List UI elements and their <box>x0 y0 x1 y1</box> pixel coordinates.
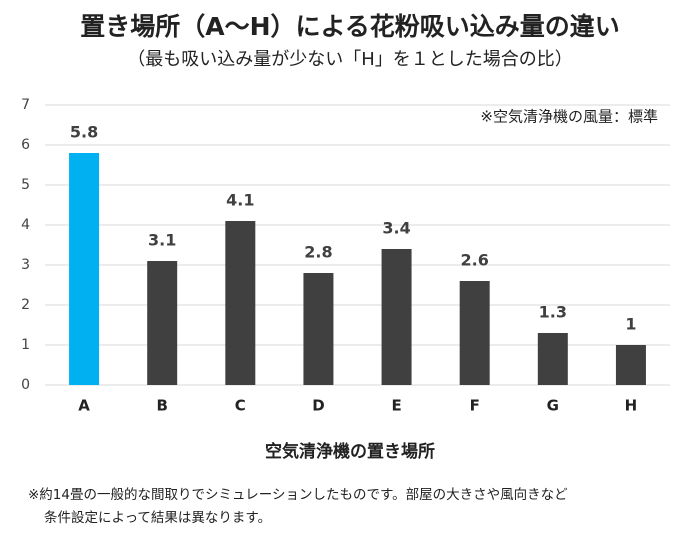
data-label: 3.1 <box>148 231 176 250</box>
y-tick-label: 3 <box>21 257 30 273</box>
y-tick-label: 7 <box>21 97 30 113</box>
data-label: 2.8 <box>304 243 332 262</box>
y-tick-label: 2 <box>21 297 30 313</box>
y-tick-label: 1 <box>21 337 30 353</box>
y-tick-label: 0 <box>21 377 30 393</box>
bar <box>147 261 178 385</box>
data-label: 3.4 <box>382 219 410 238</box>
data-label: 1.3 <box>539 303 567 322</box>
x-tick-label: E <box>391 397 401 415</box>
footnote: 条件設定によって結果は異なります。 <box>44 509 271 526</box>
x-axis-label: 空気清浄機の置き場所 <box>265 441 435 462</box>
x-tick-label: D <box>312 397 324 415</box>
y-tick-label: 4 <box>21 217 30 233</box>
bar <box>303 273 334 385</box>
x-tick-label: C <box>235 397 246 415</box>
footnote: ※約14畳の一般的な間取りでシミュレーションしたものです。部屋の大きさや風向きな… <box>28 487 568 503</box>
annotation: ※空気清浄機の風量：標準 <box>480 108 658 126</box>
bar <box>381 249 412 385</box>
data-label: 2.6 <box>461 251 489 270</box>
bar <box>615 345 646 385</box>
x-tick-label: H <box>625 397 638 415</box>
bar <box>537 333 568 385</box>
bar <box>459 281 490 385</box>
y-tick-label: 6 <box>21 137 30 153</box>
chart-title: 置き場所（A〜H）による花粉吸い込み量の違い <box>80 12 620 41</box>
data-label: 4.1 <box>226 191 254 210</box>
x-tick-label: G <box>547 397 559 415</box>
y-tick-label: 5 <box>21 177 30 193</box>
data-label: 1 <box>625 315 636 334</box>
bar <box>69 153 100 385</box>
bar <box>225 221 256 385</box>
x-tick-label: A <box>78 397 90 415</box>
x-tick-label: F <box>470 397 480 415</box>
data-label: 5.8 <box>70 123 98 142</box>
x-tick-label: B <box>156 397 167 415</box>
chart-subtitle: （最も吸い込み量が少ない「H」を１とした場合の比） <box>127 49 573 70</box>
